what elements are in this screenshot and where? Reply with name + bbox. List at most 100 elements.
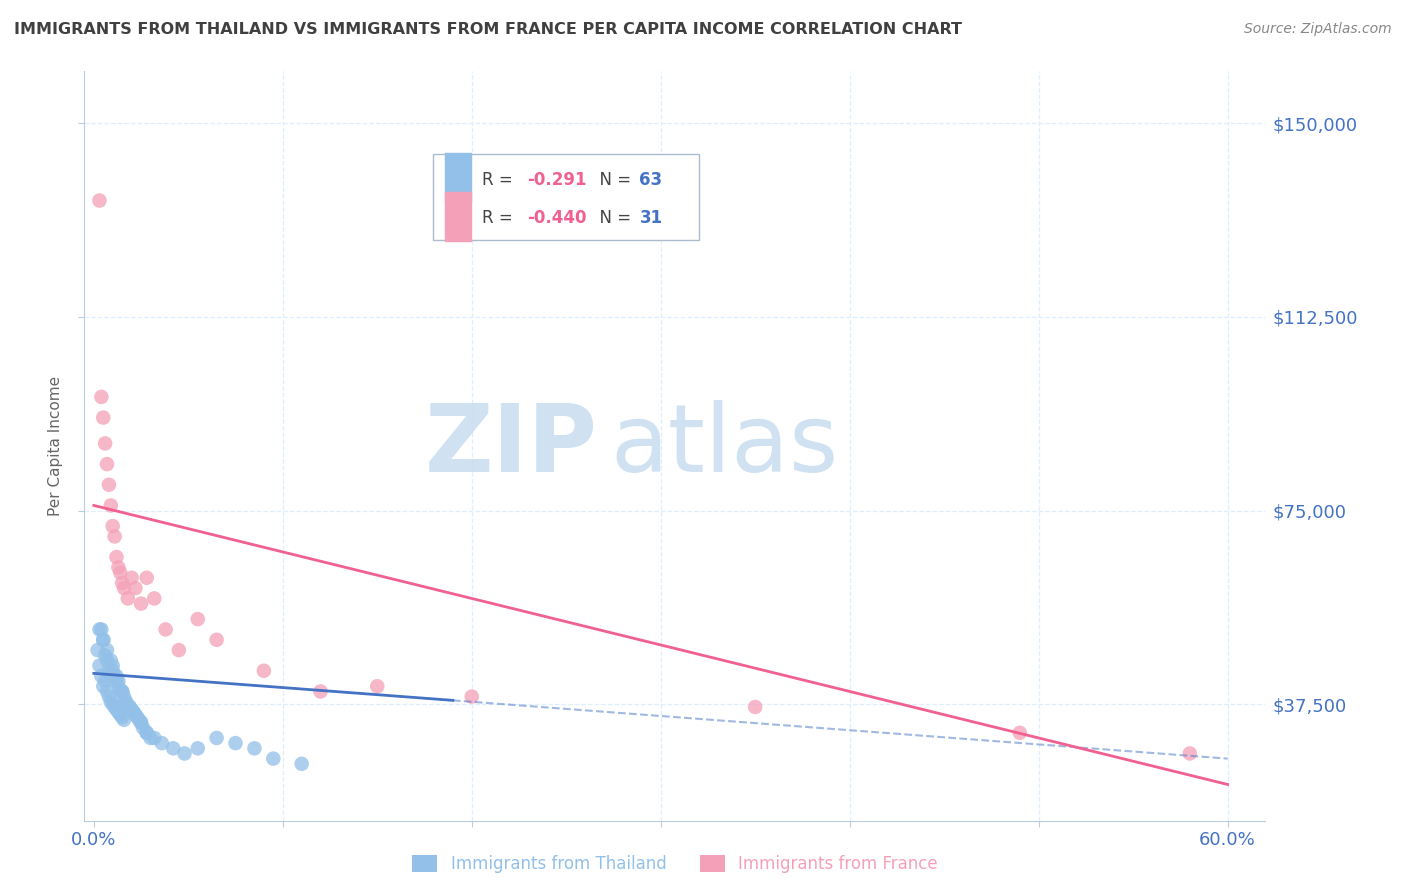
Point — [111, 576, 134, 591]
Point — [205, 731, 228, 745]
Bar — [444, 153, 471, 202]
Point — [110, 707, 132, 722]
Point — [112, 581, 135, 595]
Point — [150, 736, 173, 750]
Point — [122, 705, 145, 719]
Point — [110, 566, 132, 580]
Text: atlas: atlas — [610, 400, 838, 492]
Point — [121, 571, 143, 585]
Text: -0.440: -0.440 — [527, 210, 586, 227]
Point — [127, 710, 149, 724]
Point — [253, 664, 276, 678]
Point — [1178, 747, 1201, 761]
Point — [162, 741, 184, 756]
Point — [366, 679, 388, 693]
Point — [135, 571, 157, 585]
Point — [117, 591, 139, 606]
Point — [91, 679, 114, 693]
Point — [90, 390, 112, 404]
Text: R =: R = — [482, 210, 519, 227]
Point — [121, 702, 143, 716]
Point — [1008, 726, 1031, 740]
Point — [173, 747, 195, 761]
Point — [111, 710, 134, 724]
Point — [118, 700, 141, 714]
Text: N =: N = — [589, 170, 636, 188]
Y-axis label: Per Capita Income: Per Capita Income — [48, 376, 63, 516]
Point — [309, 684, 332, 698]
Point — [89, 194, 111, 208]
Point — [129, 715, 152, 730]
Point — [205, 632, 228, 647]
Point — [187, 741, 209, 756]
Point — [96, 457, 118, 471]
Point — [96, 653, 118, 667]
Point — [100, 499, 122, 513]
FancyBboxPatch shape — [433, 153, 699, 240]
Point — [744, 700, 766, 714]
Point — [167, 643, 190, 657]
Point — [111, 684, 134, 698]
Point — [107, 705, 129, 719]
Point — [100, 669, 122, 683]
Point — [107, 560, 129, 574]
Point — [97, 690, 120, 704]
Point — [105, 702, 128, 716]
Point — [124, 707, 146, 722]
Point — [94, 436, 117, 450]
Text: -0.291: -0.291 — [527, 170, 586, 188]
Point — [129, 597, 152, 611]
Point — [107, 679, 129, 693]
Point — [243, 741, 266, 756]
Point — [111, 684, 134, 698]
Point — [135, 726, 157, 740]
Point — [101, 664, 124, 678]
Point — [96, 643, 118, 657]
Point — [117, 700, 139, 714]
Point — [124, 581, 146, 595]
Legend: Immigrants from Thailand, Immigrants from France: Immigrants from Thailand, Immigrants fro… — [405, 848, 945, 880]
Point — [104, 700, 127, 714]
Point — [100, 695, 122, 709]
Point — [118, 700, 141, 714]
Point — [143, 731, 166, 745]
Point — [94, 674, 117, 689]
Point — [90, 623, 112, 637]
Point — [187, 612, 209, 626]
Point — [155, 623, 177, 637]
Point — [112, 690, 135, 704]
Text: IMMIGRANTS FROM THAILAND VS IMMIGRANTS FROM FRANCE PER CAPITA INCOME CORRELATION: IMMIGRANTS FROM THAILAND VS IMMIGRANTS F… — [14, 22, 962, 37]
Text: 31: 31 — [640, 210, 662, 227]
Text: Source: ZipAtlas.com: Source: ZipAtlas.com — [1244, 22, 1392, 37]
Point — [90, 669, 112, 683]
Point — [86, 643, 108, 657]
Text: 63: 63 — [640, 170, 662, 188]
Point — [94, 648, 117, 663]
Point — [132, 721, 155, 735]
Point — [91, 632, 114, 647]
Point — [262, 751, 284, 765]
Point — [97, 664, 120, 678]
Point — [105, 550, 128, 565]
Point — [104, 669, 127, 683]
Point — [101, 698, 124, 712]
Bar — [444, 192, 471, 241]
Point — [225, 736, 247, 750]
Point — [110, 684, 132, 698]
Point — [122, 705, 145, 719]
Text: N =: N = — [589, 210, 636, 227]
Point — [107, 674, 129, 689]
Point — [128, 713, 150, 727]
Point — [101, 519, 124, 533]
Point — [291, 756, 314, 771]
Point — [96, 684, 118, 698]
Point — [135, 726, 157, 740]
Point — [97, 477, 120, 491]
Point — [104, 529, 127, 543]
Point — [91, 410, 114, 425]
Point — [100, 653, 122, 667]
Point — [461, 690, 484, 704]
Point — [139, 731, 162, 745]
Point — [112, 713, 135, 727]
Point — [91, 632, 114, 647]
